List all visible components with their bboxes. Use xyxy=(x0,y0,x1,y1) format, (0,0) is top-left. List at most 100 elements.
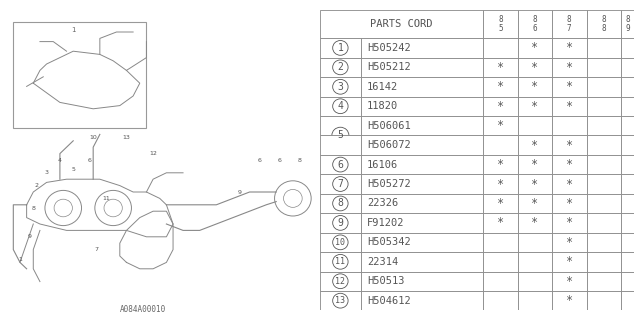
Text: *: * xyxy=(531,158,538,171)
FancyBboxPatch shape xyxy=(518,213,552,233)
Text: *: * xyxy=(566,255,573,268)
Text: 10: 10 xyxy=(90,135,97,140)
FancyBboxPatch shape xyxy=(361,135,483,155)
Text: *: * xyxy=(531,61,538,74)
Text: 11: 11 xyxy=(102,196,110,201)
FancyBboxPatch shape xyxy=(483,58,518,77)
Text: 5: 5 xyxy=(337,130,343,140)
Text: 8
6: 8 6 xyxy=(532,15,537,33)
Text: *: * xyxy=(566,197,573,210)
FancyBboxPatch shape xyxy=(483,252,518,271)
FancyBboxPatch shape xyxy=(586,97,621,116)
FancyBboxPatch shape xyxy=(518,135,552,155)
FancyBboxPatch shape xyxy=(586,77,621,97)
Text: 8
8: 8 8 xyxy=(602,15,606,33)
FancyBboxPatch shape xyxy=(320,10,483,38)
FancyBboxPatch shape xyxy=(552,252,586,271)
FancyBboxPatch shape xyxy=(361,213,483,233)
FancyBboxPatch shape xyxy=(518,174,552,194)
FancyBboxPatch shape xyxy=(621,97,634,116)
FancyBboxPatch shape xyxy=(320,174,361,194)
Text: 1: 1 xyxy=(71,27,76,33)
FancyBboxPatch shape xyxy=(586,10,621,38)
FancyBboxPatch shape xyxy=(518,116,552,135)
Text: 11: 11 xyxy=(335,257,346,266)
FancyBboxPatch shape xyxy=(320,77,361,97)
Text: 1: 1 xyxy=(18,257,22,262)
Text: 6: 6 xyxy=(278,157,282,163)
FancyBboxPatch shape xyxy=(518,38,552,58)
FancyBboxPatch shape xyxy=(586,252,621,271)
Text: H505342: H505342 xyxy=(367,237,411,247)
Text: 16142: 16142 xyxy=(367,82,398,92)
Text: H505212: H505212 xyxy=(367,62,411,72)
Text: 13: 13 xyxy=(122,135,131,140)
Text: *: * xyxy=(531,139,538,152)
FancyBboxPatch shape xyxy=(552,135,586,155)
FancyBboxPatch shape xyxy=(361,252,483,271)
FancyBboxPatch shape xyxy=(586,233,621,252)
FancyBboxPatch shape xyxy=(621,233,634,252)
Text: 1: 1 xyxy=(337,43,343,53)
FancyBboxPatch shape xyxy=(320,233,361,252)
FancyBboxPatch shape xyxy=(621,194,634,213)
FancyBboxPatch shape xyxy=(361,194,483,213)
FancyBboxPatch shape xyxy=(552,155,586,174)
FancyBboxPatch shape xyxy=(552,291,586,310)
FancyBboxPatch shape xyxy=(586,155,621,174)
Text: *: * xyxy=(531,80,538,93)
FancyBboxPatch shape xyxy=(320,194,361,213)
FancyBboxPatch shape xyxy=(483,77,518,97)
Text: *: * xyxy=(531,178,538,190)
Text: *: * xyxy=(566,61,573,74)
FancyBboxPatch shape xyxy=(320,252,361,271)
Text: *: * xyxy=(566,41,573,54)
Text: *: * xyxy=(497,119,504,132)
FancyBboxPatch shape xyxy=(483,38,518,58)
FancyBboxPatch shape xyxy=(552,174,586,194)
FancyBboxPatch shape xyxy=(518,233,552,252)
FancyBboxPatch shape xyxy=(586,291,621,310)
FancyBboxPatch shape xyxy=(552,116,586,135)
Text: 3: 3 xyxy=(337,82,343,92)
Text: *: * xyxy=(497,197,504,210)
Text: *: * xyxy=(566,294,573,307)
Text: 16106: 16106 xyxy=(367,160,398,170)
Text: *: * xyxy=(566,236,573,249)
Text: H505272: H505272 xyxy=(367,179,411,189)
FancyBboxPatch shape xyxy=(518,97,552,116)
Text: F91202: F91202 xyxy=(367,218,404,228)
FancyBboxPatch shape xyxy=(621,213,634,233)
Text: *: * xyxy=(566,216,573,229)
Text: 22314: 22314 xyxy=(367,257,398,267)
FancyBboxPatch shape xyxy=(621,38,634,58)
FancyBboxPatch shape xyxy=(483,155,518,174)
Text: 12: 12 xyxy=(335,277,346,286)
FancyBboxPatch shape xyxy=(552,271,586,291)
FancyBboxPatch shape xyxy=(320,135,361,155)
Text: 9: 9 xyxy=(28,234,32,239)
FancyBboxPatch shape xyxy=(483,213,518,233)
FancyBboxPatch shape xyxy=(361,77,483,97)
FancyBboxPatch shape xyxy=(361,97,483,116)
FancyBboxPatch shape xyxy=(518,271,552,291)
FancyBboxPatch shape xyxy=(320,97,361,116)
FancyBboxPatch shape xyxy=(586,38,621,58)
FancyBboxPatch shape xyxy=(320,291,361,310)
Text: 3: 3 xyxy=(45,170,49,175)
Text: 8: 8 xyxy=(298,157,301,163)
FancyBboxPatch shape xyxy=(361,155,483,174)
FancyBboxPatch shape xyxy=(621,174,634,194)
FancyBboxPatch shape xyxy=(621,135,634,155)
FancyBboxPatch shape xyxy=(483,271,518,291)
FancyBboxPatch shape xyxy=(552,213,586,233)
FancyBboxPatch shape xyxy=(361,174,483,194)
Text: 22326: 22326 xyxy=(367,198,398,208)
FancyBboxPatch shape xyxy=(483,194,518,213)
Text: 7: 7 xyxy=(337,179,343,189)
Text: 9: 9 xyxy=(237,189,242,195)
Text: 6: 6 xyxy=(88,157,92,163)
Text: 4: 4 xyxy=(58,157,62,163)
FancyBboxPatch shape xyxy=(586,174,621,194)
FancyBboxPatch shape xyxy=(483,135,518,155)
